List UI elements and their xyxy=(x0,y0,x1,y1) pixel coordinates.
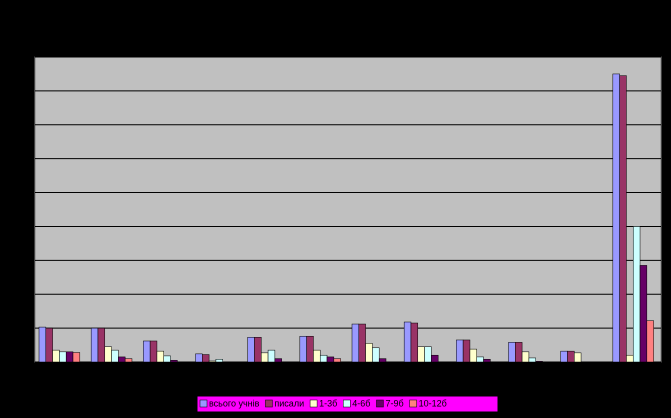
bar xyxy=(72,352,81,363)
bar xyxy=(483,359,491,363)
bar xyxy=(45,327,53,363)
bar xyxy=(528,357,536,363)
bar xyxy=(560,350,568,363)
bar xyxy=(632,226,641,363)
bar xyxy=(626,354,634,363)
bar xyxy=(163,355,171,363)
y-tick-label: 1 xyxy=(24,322,29,332)
y-tick-label: 5 xyxy=(24,187,29,197)
y-tick-label: 3 xyxy=(24,255,29,265)
bar xyxy=(521,351,530,363)
bar xyxy=(456,339,464,363)
bar xyxy=(274,358,282,363)
bar xyxy=(65,351,74,363)
legend-label: 7-9б xyxy=(385,398,403,408)
bar xyxy=(515,342,523,363)
bar xyxy=(574,352,582,363)
bar xyxy=(358,323,366,363)
legend-swatch xyxy=(343,399,351,408)
bar xyxy=(431,354,439,363)
y-tick-label: 7 xyxy=(24,119,29,129)
legend-swatch xyxy=(199,399,208,408)
y-tick-label: 0 xyxy=(24,356,29,366)
bar xyxy=(333,358,341,363)
bar xyxy=(326,356,335,363)
bar xyxy=(508,342,516,363)
legend: всього учнів писали 1-3б 4-6б 7-9б 10-12б xyxy=(196,395,499,413)
bar xyxy=(372,347,380,363)
bar xyxy=(254,337,262,363)
legend-swatch xyxy=(376,399,384,408)
bar xyxy=(97,327,106,363)
bar xyxy=(156,350,164,363)
bar xyxy=(378,358,387,363)
legend-label: 4-6б xyxy=(352,398,370,408)
bar xyxy=(170,360,178,363)
bar xyxy=(319,354,328,363)
bar xyxy=(313,349,321,363)
bar xyxy=(143,340,151,363)
legend-label: 1-3б xyxy=(319,398,337,408)
bar xyxy=(118,356,126,363)
bar xyxy=(149,340,158,363)
legend-swatch xyxy=(409,399,417,408)
bar xyxy=(104,346,112,363)
bar xyxy=(208,360,217,363)
bar xyxy=(462,339,471,363)
y-tick-label: 4 xyxy=(24,221,29,231)
legend-swatch xyxy=(265,399,273,408)
bar xyxy=(646,320,654,363)
legend-swatch xyxy=(309,399,318,408)
bar xyxy=(52,349,60,363)
bar xyxy=(215,359,223,363)
y-tick-label: 9 xyxy=(24,51,29,61)
bar xyxy=(612,73,620,363)
y-tick-label: 6 xyxy=(24,153,29,163)
bar xyxy=(59,351,67,363)
bar xyxy=(202,354,210,363)
legend-label: писали xyxy=(274,398,304,408)
y-tick-label: 2 xyxy=(24,289,29,299)
bar xyxy=(567,350,575,363)
bar xyxy=(410,322,419,363)
bar xyxy=(639,265,648,363)
bar xyxy=(111,349,119,363)
bar xyxy=(299,335,307,363)
legend-label: 10-12б xyxy=(419,398,447,408)
plot-area xyxy=(34,56,662,363)
bar xyxy=(417,346,425,363)
legend-label: всього учнів xyxy=(209,398,260,408)
bar xyxy=(476,356,484,363)
y-tick-label: 8 xyxy=(24,85,29,95)
bar xyxy=(403,321,412,363)
bar xyxy=(306,335,314,363)
bar xyxy=(195,353,203,363)
bar xyxy=(90,327,99,363)
bar xyxy=(469,348,477,363)
bar xyxy=(247,337,255,363)
bar xyxy=(267,349,276,363)
bar xyxy=(535,361,543,363)
bar xyxy=(351,323,360,363)
bar xyxy=(261,352,269,363)
bar xyxy=(38,326,47,363)
bar xyxy=(619,75,627,363)
bar xyxy=(424,346,432,363)
bar xyxy=(124,358,133,363)
bar xyxy=(365,343,373,363)
